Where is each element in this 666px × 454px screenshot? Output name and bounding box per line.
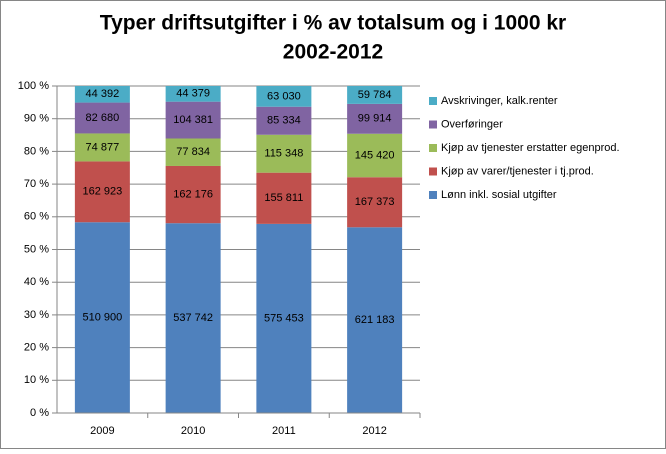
value-label: 85 334 bbox=[267, 115, 301, 127]
bar-segment bbox=[256, 223, 312, 413]
value-label: 621 183 bbox=[355, 314, 395, 326]
value-label: 77 834 bbox=[176, 146, 210, 158]
bar-segment bbox=[74, 133, 130, 162]
legend-label: Avskrivinger, kalk.renter bbox=[441, 95, 558, 107]
y-tick-label: 10 % bbox=[24, 374, 49, 386]
value-label: 44 392 bbox=[86, 88, 120, 100]
value-label: 162 923 bbox=[82, 186, 122, 198]
legend-label: Lønn inkl. sosial utgifter bbox=[441, 189, 557, 201]
y-tick-label: 50 % bbox=[24, 243, 49, 255]
value-label: 59 784 bbox=[358, 89, 392, 101]
legend-label: Kjøp av varer/tjenester i tj.prod. bbox=[441, 165, 594, 177]
bar-segment bbox=[165, 86, 221, 102]
y-tick-label: 0 % bbox=[30, 407, 49, 419]
value-label: 82 680 bbox=[86, 112, 120, 124]
bar-segment bbox=[74, 86, 130, 103]
x-tick-label: 2011 bbox=[272, 425, 296, 437]
bar-segment bbox=[256, 172, 312, 224]
value-label: 575 453 bbox=[264, 312, 304, 324]
value-label: 99 914 bbox=[358, 113, 392, 125]
bar-segment bbox=[347, 133, 403, 178]
y-tick-label: 70 % bbox=[24, 178, 49, 190]
bar-segment bbox=[165, 223, 221, 413]
value-label: 155 811 bbox=[264, 192, 303, 204]
legend-label: Overføringer bbox=[441, 118, 503, 130]
legend-swatch bbox=[429, 97, 437, 105]
legend-swatch bbox=[429, 144, 437, 152]
legend-swatch bbox=[429, 191, 437, 199]
y-tick-label: 30 % bbox=[24, 309, 49, 321]
y-tick-label: 20 % bbox=[24, 342, 49, 354]
y-tick-label: 40 % bbox=[24, 276, 49, 288]
bar-segment bbox=[74, 222, 130, 413]
x-tick-label: 2009 bbox=[90, 425, 114, 437]
legend-label: Kjøp av tjenester erstatter egenprod. bbox=[441, 142, 620, 154]
y-tick-label: 100 % bbox=[18, 80, 49, 92]
value-label: 115 348 bbox=[264, 148, 303, 160]
x-tick-label: 2010 bbox=[181, 425, 205, 437]
chart-subtitle: 2002-2012 bbox=[283, 41, 383, 64]
bar-segment bbox=[256, 86, 312, 107]
bar-segment bbox=[256, 106, 312, 135]
x-tick-label: 2012 bbox=[362, 425, 386, 437]
bar-segment bbox=[165, 165, 221, 224]
value-label: 145 420 bbox=[355, 149, 395, 161]
bar-segment bbox=[74, 161, 130, 223]
bar-segment bbox=[347, 177, 403, 228]
value-label: 537 742 bbox=[173, 312, 213, 324]
bar-segment bbox=[165, 101, 221, 139]
value-label: 162 176 bbox=[173, 188, 213, 200]
bar-segment bbox=[165, 138, 221, 166]
bar-segment bbox=[256, 134, 312, 173]
legend-swatch bbox=[429, 167, 437, 176]
bar-segment bbox=[347, 86, 403, 104]
y-tick-label: 60 % bbox=[24, 211, 49, 223]
y-tick-label: 80 % bbox=[24, 145, 49, 157]
value-label: 104 381 bbox=[173, 114, 213, 126]
value-label: 167 373 bbox=[355, 196, 395, 208]
value-label: 63 030 bbox=[267, 90, 301, 102]
bar-segment bbox=[74, 102, 130, 134]
value-label: 74 877 bbox=[86, 141, 120, 153]
bar-segment bbox=[347, 103, 403, 134]
bar-segment bbox=[347, 227, 403, 413]
value-label: 44 379 bbox=[176, 88, 210, 100]
chart-title: Typer driftsutgifter i % av totalsum og … bbox=[100, 12, 566, 35]
y-tick-label: 90 % bbox=[24, 113, 49, 125]
legend-swatch bbox=[429, 120, 437, 129]
value-label: 510 900 bbox=[82, 312, 122, 324]
